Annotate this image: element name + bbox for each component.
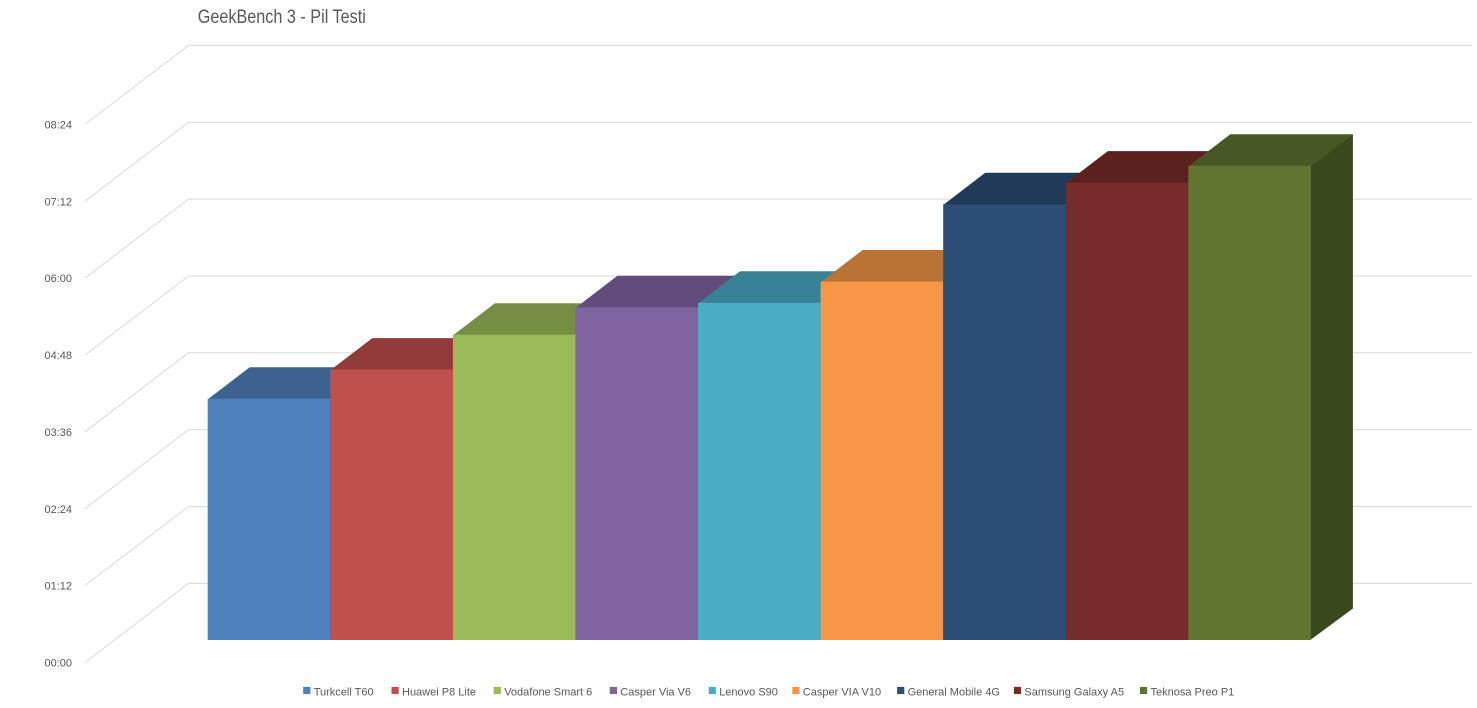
svg-text:Casper Via V6: Casper Via V6 [620, 686, 691, 698]
svg-text:General Mobile 4G: General Mobile 4G [908, 686, 1000, 698]
svg-text:Huawei P8 Lite: Huawei P8 Lite [402, 686, 476, 698]
svg-text:GeekBench 3 - Pil Testi: GeekBench 3 - Pil Testi [198, 7, 366, 28]
svg-text:01:12: 01:12 [44, 581, 72, 593]
svg-text:04:48: 04:48 [44, 350, 72, 362]
svg-text:Casper VIA V10: Casper VIA V10 [803, 686, 881, 698]
svg-text:Lenovo S90: Lenovo S90 [719, 686, 778, 698]
svg-text:08:24: 08:24 [44, 120, 72, 132]
svg-text:07:12: 07:12 [44, 196, 72, 208]
svg-text:02:24: 02:24 [44, 504, 72, 516]
svg-text:03:36: 03:36 [44, 427, 72, 439]
svg-text:00:00: 00:00 [44, 658, 72, 670]
svg-text:Samsung Galaxy A5: Samsung Galaxy A5 [1024, 686, 1124, 698]
svg-text:Teknosa Preo P1: Teknosa Preo P1 [1151, 686, 1235, 698]
svg-text:Vodafone Smart 6: Vodafone Smart 6 [504, 686, 592, 698]
svg-text:06:00: 06:00 [44, 273, 72, 285]
svg-text:Turkcell T60: Turkcell T60 [314, 686, 374, 698]
